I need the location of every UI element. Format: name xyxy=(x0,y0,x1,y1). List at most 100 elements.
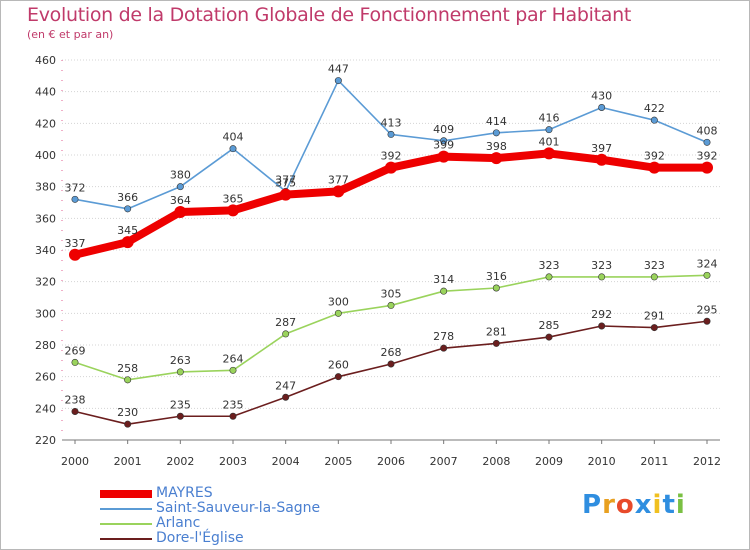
data-point-arlanc xyxy=(229,366,237,374)
legend-label: Dore-l'Église xyxy=(156,530,244,546)
data-label-saint-sauveur-la-sagne: 404 xyxy=(223,131,244,144)
y-tick-label: 460 xyxy=(35,54,56,67)
data-point-saint-sauveur-la-sagne xyxy=(71,195,79,203)
data-label-arlanc: 323 xyxy=(539,259,560,272)
data-point-mayres xyxy=(595,153,608,166)
chart-title: Evolution de la Dotation Globale de Fonc… xyxy=(27,4,632,26)
data-label-arlanc: 323 xyxy=(644,259,665,272)
data-label-dore-l-glise: 238 xyxy=(65,394,86,407)
data-point-saint-sauveur-la-sagne xyxy=(545,126,553,134)
x-tick-label: 2000 xyxy=(61,455,89,468)
x-tick-label: 2007 xyxy=(430,455,458,468)
data-label-dore-l-glise: 281 xyxy=(486,325,507,338)
data-point-saint-sauveur-la-sagne xyxy=(176,183,184,191)
data-label-dore-l-glise: 260 xyxy=(328,359,349,372)
data-point-dore-l-glise xyxy=(176,412,184,420)
data-point-dore-l-glise xyxy=(650,324,658,332)
data-point-dore-l-glise xyxy=(492,339,500,347)
data-label-saint-sauveur-la-sagne: 416 xyxy=(539,112,560,125)
data-label-dore-l-glise: 235 xyxy=(170,398,191,411)
data-label-arlanc: 300 xyxy=(328,295,349,308)
x-tick-label: 2011 xyxy=(640,455,668,468)
data-label-mayres: 345 xyxy=(117,224,138,237)
y-tick-label: 220 xyxy=(35,434,56,447)
data-point-mayres xyxy=(279,188,292,201)
data-label-saint-sauveur-la-sagne: 413 xyxy=(381,116,402,129)
legend: MAYRES Saint-Sauveur-la-Sagne Arlanc Dore-l… xyxy=(100,486,400,546)
data-point-dore-l-glise xyxy=(334,373,342,381)
x-tick-label: 2012 xyxy=(693,455,721,468)
data-point-arlanc xyxy=(545,273,553,281)
legend-item-arlanc: Arlanc xyxy=(100,516,400,531)
data-label-saint-sauveur-la-sagne: 408 xyxy=(697,124,718,137)
data-point-mayres xyxy=(437,150,450,163)
data-point-mayres xyxy=(385,161,397,174)
legend-label: MAYRES xyxy=(156,485,213,501)
data-label-mayres: 337 xyxy=(65,237,86,250)
data-point-saint-sauveur-la-sagne xyxy=(598,104,606,112)
data-point-saint-sauveur-la-sagne xyxy=(703,138,711,146)
data-label-arlanc: 258 xyxy=(117,362,138,375)
data-label-mayres: 398 xyxy=(486,140,507,153)
data-point-dore-l-glise xyxy=(124,420,132,428)
data-label-dore-l-glise: 285 xyxy=(539,319,560,332)
x-tick-label: 2004 xyxy=(272,455,300,468)
legend-swatch xyxy=(100,508,152,510)
data-point-dore-l-glise xyxy=(387,360,395,368)
data-point-mayres xyxy=(174,206,187,218)
data-point-saint-sauveur-la-sagne xyxy=(124,205,132,213)
data-label-saint-sauveur-la-sagne: 377 xyxy=(275,173,296,186)
data-label-mayres: 375 xyxy=(275,177,296,190)
data-label-mayres: 392 xyxy=(644,150,665,163)
legend-swatch xyxy=(100,538,152,540)
data-label-mayres: 397 xyxy=(591,142,612,155)
series-line-saint-sauveur-la-sagne xyxy=(74,79,708,210)
data-label-dore-l-glise: 278 xyxy=(433,330,454,343)
data-point-mayres xyxy=(543,147,555,160)
data-label-dore-l-glise: 235 xyxy=(223,398,244,411)
data-point-saint-sauveur-la-sagne xyxy=(650,116,658,124)
data-point-mayres xyxy=(490,152,503,165)
data-label-arlanc: 263 xyxy=(170,354,191,367)
data-point-dore-l-glise xyxy=(545,333,553,341)
legend-swatch xyxy=(100,490,152,498)
data-point-arlanc xyxy=(598,273,606,281)
data-point-mayres xyxy=(227,204,239,217)
data-point-saint-sauveur-la-sagne xyxy=(492,129,500,137)
x-tick-label: 2001 xyxy=(114,455,142,468)
data-label-saint-sauveur-la-sagne: 414 xyxy=(486,115,507,128)
data-point-mayres xyxy=(121,236,134,249)
y-tick-label: 320 xyxy=(35,276,56,289)
proxiti-logo: Proxiti xyxy=(582,490,686,520)
data-point-arlanc xyxy=(282,330,290,338)
data-point-arlanc xyxy=(334,309,342,317)
data-label-saint-sauveur-la-sagne: 430 xyxy=(591,90,612,103)
data-point-arlanc xyxy=(650,273,658,281)
data-label-saint-sauveur-la-sagne: 372 xyxy=(65,181,86,194)
data-label-arlanc: 316 xyxy=(486,270,507,283)
data-label-mayres: 399 xyxy=(433,139,454,152)
data-label-saint-sauveur-la-sagne: 447 xyxy=(328,63,349,76)
data-point-dore-l-glise xyxy=(282,393,290,401)
legend-item-saint-sauveur-la-sagne: Saint-Sauveur-la-Sagne xyxy=(100,501,400,516)
y-tick-label: 360 xyxy=(35,212,56,225)
x-tick-label: 2009 xyxy=(535,455,563,468)
x-tick-label: 2010 xyxy=(588,455,616,468)
y-tick-label: 400 xyxy=(35,149,56,162)
data-label-arlanc: 264 xyxy=(223,352,244,365)
data-label-dore-l-glise: 295 xyxy=(697,303,718,316)
data-point-dore-l-glise xyxy=(598,322,606,330)
x-tick-label: 2006 xyxy=(377,455,405,468)
y-tick-label: 440 xyxy=(35,86,56,99)
data-point-mayres xyxy=(69,248,81,261)
legend-item-mayres: MAYRES xyxy=(100,486,400,501)
data-point-dore-l-glise xyxy=(440,344,448,352)
y-tick-label: 240 xyxy=(35,402,56,415)
data-label-dore-l-glise: 268 xyxy=(381,346,402,359)
data-point-arlanc xyxy=(492,284,500,292)
y-tick-label: 260 xyxy=(35,371,56,384)
data-label-arlanc: 324 xyxy=(697,257,718,270)
legend-label: Arlanc xyxy=(156,515,201,531)
data-label-mayres: 401 xyxy=(539,135,560,148)
data-label-mayres: 364 xyxy=(170,194,191,207)
